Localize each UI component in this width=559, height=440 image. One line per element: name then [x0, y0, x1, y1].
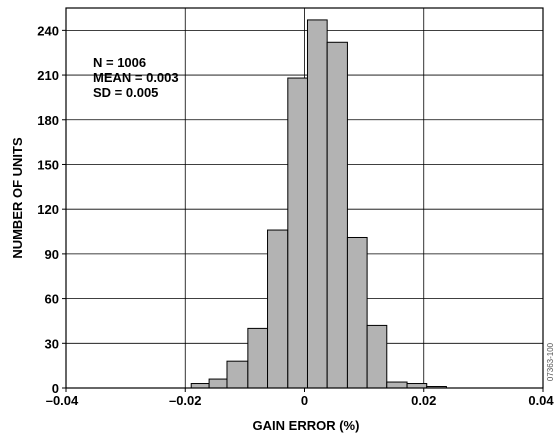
histogram-bar: [306, 19, 328, 389]
histogram-bar: [326, 41, 348, 389]
histogram-bar: [267, 229, 289, 389]
x-tick-label: –0.02: [169, 393, 202, 408]
annotation-sd: SD = 0.005: [93, 85, 158, 100]
y-tick-label: 60: [45, 292, 59, 307]
y-axis-title: NUMBER OF UNITS: [10, 137, 25, 259]
y-tick-label: 210: [37, 68, 59, 83]
x-tick-label: 0.02: [411, 393, 436, 408]
x-tick-label: –0.04: [46, 393, 79, 408]
histogram-bar: [406, 383, 428, 389]
y-tick-label: 150: [37, 157, 59, 172]
y-tick-label: 30: [45, 336, 59, 351]
histogram-bar: [366, 324, 388, 389]
histogram-bar: [287, 77, 308, 389]
x-tick-label: 0: [301, 393, 308, 408]
x-tick-label: 0.04: [528, 393, 554, 408]
histogram-bar: [247, 327, 269, 389]
annotation-mean: MEAN = 0.003: [93, 70, 179, 85]
histogram-bar: [190, 383, 210, 389]
y-axis-ticks: 0 30 60 90 120 150 180 210 240: [37, 23, 66, 396]
y-tick-label: 90: [45, 247, 59, 262]
histogram-bar: [226, 360, 249, 389]
y-tick-label: 120: [37, 202, 59, 217]
annotation-n: N = 1006: [93, 55, 146, 70]
histogram-bar: [346, 236, 368, 389]
histogram-bar: [386, 381, 408, 389]
y-tick-label: 0: [52, 381, 59, 396]
histogram-bars: [190, 19, 447, 389]
y-tick-label: 240: [37, 23, 59, 38]
figure-watermark: 07363-100: [546, 342, 555, 381]
y-tick-label: 180: [37, 113, 59, 128]
x-axis-title: GAIN ERROR (%): [253, 418, 360, 433]
histogram-bar: [208, 378, 228, 389]
x-axis-ticks: –0.04 –0.02 0 0.02 0.04: [46, 388, 554, 408]
